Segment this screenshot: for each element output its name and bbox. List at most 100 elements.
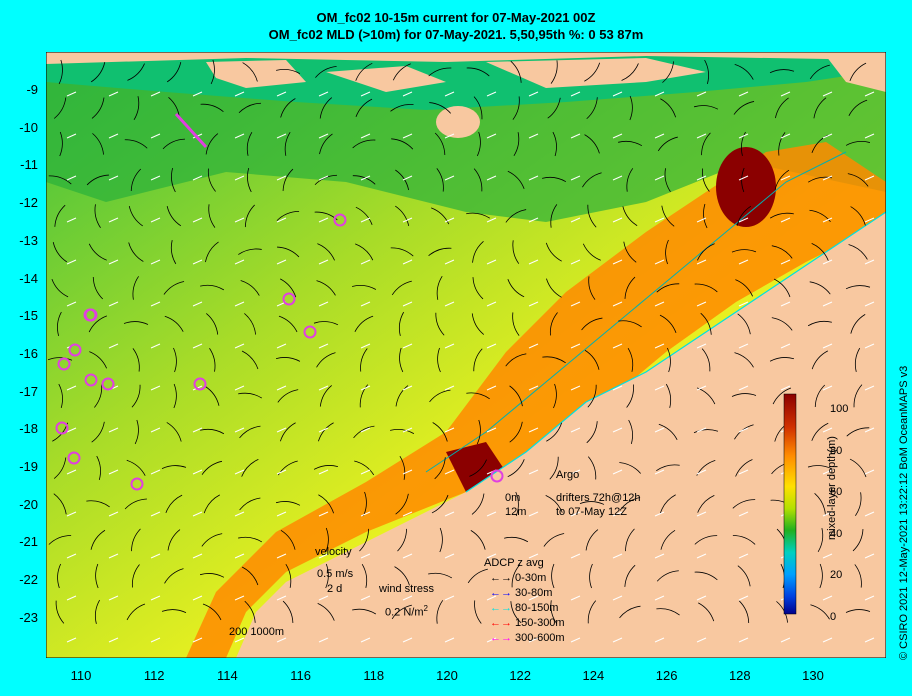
wind-arrow (360, 301, 371, 307)
current-streamline (392, 63, 411, 81)
current-streamline (128, 205, 143, 227)
argo-marker (130, 477, 144, 491)
adcp-title: ADCP z avg (484, 557, 544, 569)
wind-arrow (780, 217, 791, 223)
current-streamline (504, 536, 529, 543)
plot-title-line1: OM_fc02 10-15m current for 07-May-2021 0… (316, 10, 596, 25)
wind-arrow (192, 511, 203, 517)
current-streamline (845, 141, 871, 146)
current-streamline (507, 459, 525, 478)
current-streamline (54, 204, 66, 227)
current-streamline (280, 529, 296, 550)
wind-arrow (234, 91, 245, 97)
current-streamline (659, 494, 676, 514)
wind-arrow (276, 511, 287, 517)
current-streamline (238, 248, 262, 255)
wind-arrow (360, 133, 371, 139)
wind-arrow (822, 637, 833, 643)
current-streamline (855, 492, 862, 516)
wind-arrow (570, 343, 581, 349)
wind-arrow (150, 553, 161, 559)
current-streamline (623, 241, 637, 263)
current-streamline (549, 312, 558, 336)
wind-arrow (150, 91, 161, 97)
wind-arrow (234, 217, 245, 223)
current-streamline (203, 494, 220, 514)
wind-arrow (444, 301, 455, 307)
colorbar (783, 393, 797, 615)
current-streamline (854, 347, 861, 372)
wind-arrow (528, 301, 539, 307)
current-streamline (584, 62, 601, 82)
isobath-1000 (425, 151, 847, 473)
current-streamline (466, 67, 490, 77)
current-streamline (473, 96, 483, 120)
current-streamline (355, 62, 373, 81)
wind-arrow (402, 469, 413, 475)
y-tick-label: -23 (19, 609, 38, 625)
deep-mld-patch (716, 147, 776, 227)
wind-arrow (822, 91, 833, 97)
current-streamline (166, 206, 182, 227)
wind-arrow (276, 385, 287, 391)
wind-arrow (738, 553, 749, 559)
current-streamline (171, 167, 176, 193)
wind-arrow (864, 301, 875, 307)
current-streamline (282, 168, 294, 191)
current-streamline (769, 357, 795, 362)
wind-arrow (234, 469, 245, 475)
current-streamline (130, 168, 142, 192)
current-streamline (434, 457, 446, 480)
argo-marker (193, 377, 207, 391)
wind-arrow (738, 259, 749, 265)
current-streamline (126, 603, 146, 621)
current-streamline (660, 98, 677, 118)
wind-arrow (234, 343, 245, 349)
wind-arrow (444, 595, 455, 601)
current-streamline (735, 459, 753, 477)
wind-arrow (570, 91, 581, 97)
current-streamline (199, 573, 225, 578)
current-streamline (814, 384, 826, 408)
wind-arrow (192, 595, 203, 601)
current-streamline (660, 529, 676, 550)
wind-arrow (360, 343, 371, 349)
current-streamline (277, 389, 299, 403)
wind-arrow (696, 385, 707, 391)
current-streamline (124, 498, 147, 510)
current-streamline (92, 276, 104, 300)
current-streamline (467, 568, 488, 584)
wind-arrow (108, 343, 119, 349)
current-streamline (774, 169, 790, 190)
current-streamline (850, 314, 866, 334)
current-streamline (512, 240, 520, 264)
current-streamline (123, 321, 149, 325)
current-streamline (238, 392, 263, 399)
wind-arrow (864, 469, 875, 475)
wind-arrow (360, 427, 371, 433)
current-streamline (694, 283, 718, 293)
x-tick-label: 130 (802, 668, 824, 683)
x-tick-label: 126 (655, 668, 678, 683)
current-streamline (92, 133, 104, 155)
wind-arrow (528, 511, 539, 517)
current-streamline (466, 392, 490, 400)
current-streamline (546, 422, 563, 442)
current-streamline (512, 96, 520, 120)
current-streamline (731, 249, 757, 253)
current-streamline (316, 352, 336, 368)
wind-arrow (696, 133, 707, 139)
current-streamline (476, 131, 481, 157)
current-streamline (202, 603, 222, 621)
current-streamline (618, 140, 643, 147)
wind-arrow (570, 385, 581, 391)
y-tick-label: -17 (19, 383, 38, 399)
wind-arrow (276, 133, 287, 139)
wind-arrow (402, 259, 413, 265)
wind-arrow (486, 637, 497, 643)
current-streamline (352, 608, 377, 615)
current-streamline (90, 529, 106, 550)
current-streamline (391, 280, 412, 296)
wind-arrow (822, 301, 833, 307)
current-streamline (131, 564, 140, 588)
